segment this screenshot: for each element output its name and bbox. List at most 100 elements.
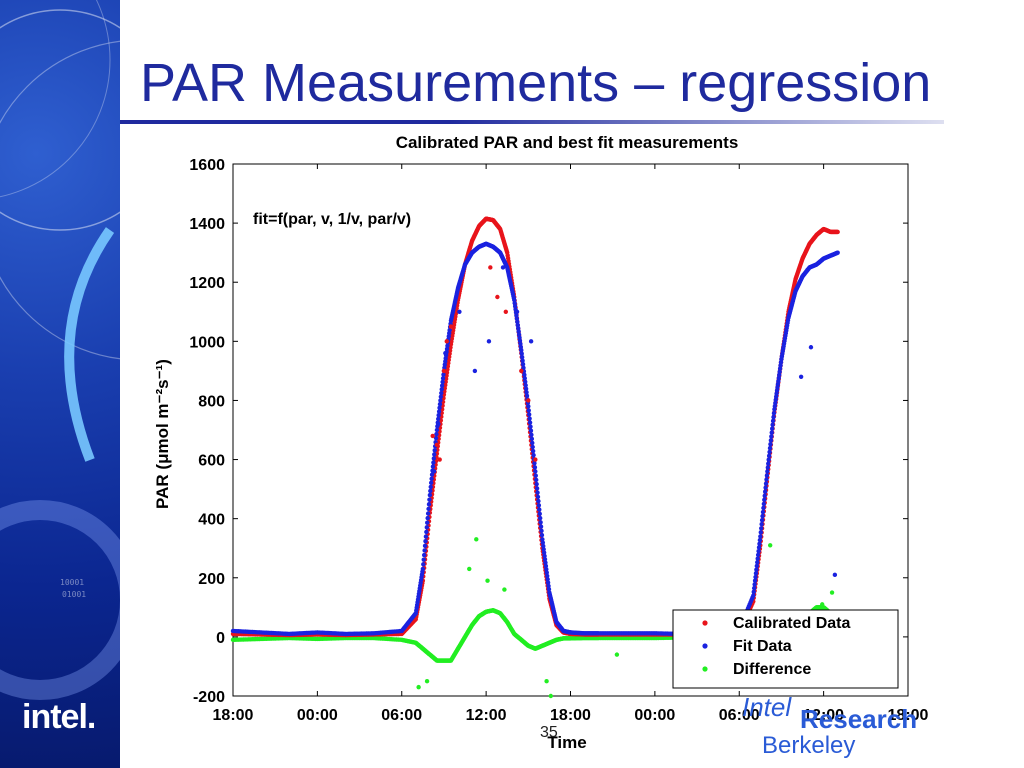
fit-data-point [771, 410, 777, 416]
fit-data-outlier-point [436, 421, 441, 427]
fit-data-point [424, 525, 429, 530]
sidebar-swirl-graphic: 10001 01001 [0, 0, 120, 700]
fit-data-point [751, 593, 756, 598]
fit-data-point [420, 566, 426, 572]
fit-data-point [542, 557, 548, 562]
y-tick-label: 400 [198, 512, 225, 529]
x-tick-label: 00:00 [297, 707, 338, 724]
fit-data-point [763, 481, 769, 486]
fit-data-point [421, 557, 426, 562]
fit-data-point [760, 509, 766, 515]
fit-data-point [530, 444, 535, 450]
difference-outlier-point [614, 652, 620, 657]
fit-data-point [546, 583, 551, 589]
fit-data-point [765, 465, 771, 470]
fit-data-point [545, 573, 550, 579]
intel-research-berkeley-logo: Intel Research Berkeley [740, 692, 980, 762]
y-tick-label: 0 [216, 630, 225, 647]
difference-outlier-point [829, 590, 835, 595]
fit-data-outlier-point [443, 350, 448, 356]
chart-title: Calibrated PAR and best fit measurements [396, 133, 739, 152]
fit-data-point [767, 445, 773, 451]
fit-data-point [523, 386, 529, 392]
fit-data-point [432, 448, 437, 453]
title-underline [120, 120, 944, 124]
fit-data-point [532, 465, 538, 470]
fit-data-point [541, 547, 546, 552]
fit-data-point [762, 489, 768, 494]
fit-data-point [427, 492, 433, 498]
fit-data-point [522, 372, 527, 377]
fit-data-point [422, 543, 428, 549]
fit-data-point [533, 473, 538, 478]
fit-data-point [534, 481, 539, 487]
fit-data-point [425, 515, 430, 521]
fit-data-point [427, 497, 432, 502]
fit-data-point [757, 537, 763, 543]
fit-data-point [428, 480, 434, 486]
difference-outlier-point [424, 679, 430, 684]
fit-data-point [534, 486, 540, 491]
fit-data-point [769, 430, 774, 435]
calibrated-data-outlier-point [503, 309, 509, 314]
difference-outlier-point [767, 543, 773, 548]
legend-marker [702, 643, 708, 649]
fit-data-point [755, 556, 760, 561]
fit-data-point [430, 464, 436, 469]
fit-data-point [531, 452, 536, 458]
fit-data-point [523, 383, 528, 388]
fit-data-point [762, 497, 767, 503]
fit-data-point [768, 442, 773, 447]
y-tick-label: 200 [198, 571, 225, 588]
y-tick-label: 1600 [189, 157, 225, 174]
fit-data-point [537, 515, 543, 521]
svg-text:01001: 01001 [62, 590, 86, 599]
fit-data-point [439, 387, 444, 392]
fit-data-point [541, 550, 547, 555]
calibrated-data-outlier-point [488, 265, 493, 270]
y-axis-label: PAR (μmol m⁻²s⁻¹) [153, 359, 172, 509]
fit-data-point [524, 393, 530, 399]
logo-berkeley-word: Berkeley [762, 732, 856, 759]
fit-data-point [425, 520, 430, 525]
fit-data-point [537, 511, 542, 517]
fit-data-point [524, 390, 529, 395]
fit-data-point [424, 529, 429, 535]
fit-data-point [526, 412, 532, 417]
fit-data-outlier-point [528, 339, 534, 344]
fit-data-point [440, 376, 446, 381]
fit-data-point [764, 477, 769, 482]
y-tick-label: 1000 [189, 334, 225, 351]
fit-data-point [544, 570, 549, 575]
legend-label: Fit Data [733, 638, 792, 655]
fit-data-point [527, 420, 533, 425]
fit-data-outlier-point [808, 345, 814, 350]
fit-data-point [528, 428, 534, 433]
y-axis-ticks: -200 0 200 400 600 800 1000 1200 1400 1600 [189, 157, 908, 706]
fit-data-point [771, 414, 776, 420]
fit-data-point [431, 456, 437, 461]
fit-data-point [535, 494, 541, 500]
fit-data-point [770, 426, 775, 431]
calibrated-data-outlier-point [448, 324, 454, 329]
fit-data-point [532, 461, 537, 466]
fit-data-point [751, 585, 757, 591]
fit-data-point [538, 520, 543, 525]
fit-data-point [769, 434, 774, 439]
fit-data-point [544, 567, 549, 572]
fit-data-point [441, 372, 446, 377]
y-tick-label: -200 [193, 689, 225, 706]
fit-data-point [522, 376, 527, 381]
fit-data-point [756, 545, 762, 550]
fit-data-point [766, 457, 771, 462]
fit-data-point [436, 413, 441, 418]
legend-label: Calibrated Data [733, 615, 850, 632]
y-tick-label: 1400 [189, 216, 225, 233]
difference-outlier-point [474, 537, 479, 542]
fit-data-point [534, 477, 539, 483]
fit-data-point [759, 526, 764, 531]
fit-data-point [770, 422, 775, 428]
legend-marker [702, 620, 708, 626]
x-tick-label: 12:00 [803, 707, 844, 724]
fit-data-point [438, 394, 444, 399]
